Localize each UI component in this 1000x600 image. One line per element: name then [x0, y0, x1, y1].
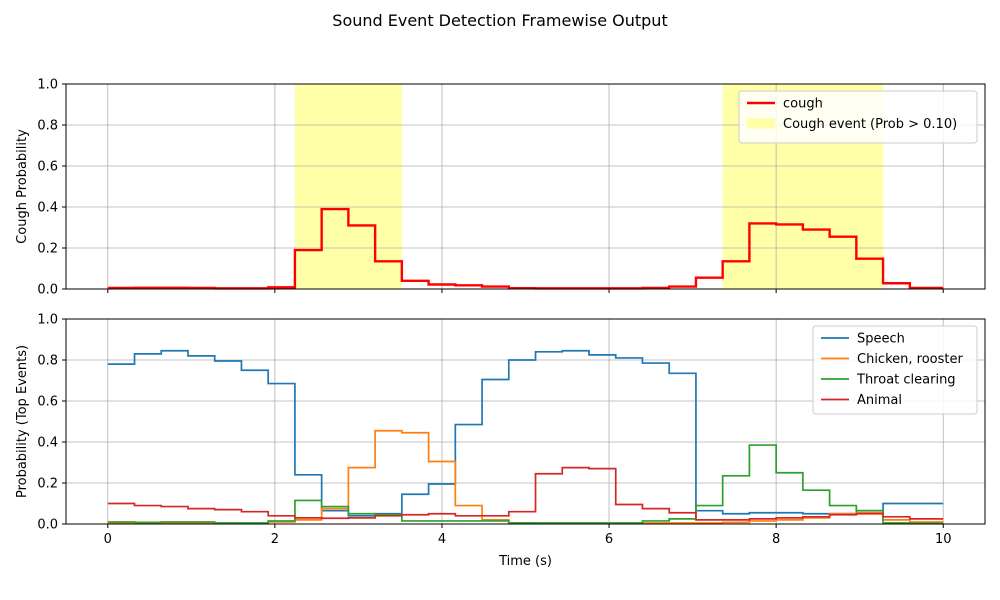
y-tick-label: 0.0	[37, 283, 58, 298]
legend: cough Cough event (Prob > 0.10)	[738, 90, 978, 144]
legend-box	[812, 325, 978, 415]
x-axis-label: Time (s)	[498, 554, 552, 569]
y-tick-label: 0.8	[37, 119, 58, 134]
x-tick-label: 0	[104, 532, 112, 547]
y-axis-label: Cough Probability	[15, 129, 30, 244]
legend: Speech Chicken, rooster Throat clearing Ani…	[812, 325, 978, 415]
y-tick-label: 0.0	[37, 518, 58, 533]
x-tick-label: 2	[271, 532, 279, 547]
axes-frame	[65, 318, 986, 525]
legend-entry: Speech	[857, 332, 905, 347]
axes-frame	[65, 83, 986, 290]
figure-title: Sound Event Detection Framewise Output	[332, 11, 667, 30]
y-tick-label: 0.4	[37, 436, 58, 451]
top-events-panel: 0 2 4 6 8 10 0.0 0.2 0.4 0.6 0.8 1.0 Probability (To…	[15, 313, 986, 569]
cough-event-region-0	[294, 84, 402, 289]
x-tick-label: 8	[772, 532, 780, 547]
series-line-throat-clearing	[107, 444, 944, 525]
y-tick-label: 1.0	[37, 313, 58, 328]
y-tick-label: 0.6	[37, 395, 58, 410]
y-tick-label: 0.4	[37, 201, 58, 216]
series-line-speech	[107, 349, 944, 517]
legend-box	[738, 90, 978, 144]
legend-entry: Chicken, rooster	[857, 352, 963, 367]
y-tick-label: 1.0	[37, 78, 58, 93]
series-line-animal	[107, 466, 944, 521]
y-tick-label: 0.2	[37, 242, 58, 257]
y-tick-label: 0.2	[37, 477, 58, 492]
legend-entry: Throat clearing	[856, 373, 956, 388]
x-tick-label: 6	[605, 532, 613, 547]
series-line-cough	[107, 207, 944, 290]
legend-entry: Cough event (Prob > 0.10)	[783, 117, 957, 132]
y-tick-label: 0.8	[37, 354, 58, 369]
x-tick-label: 10	[935, 532, 952, 547]
y-axis-label: Probability (Top Events)	[15, 345, 30, 498]
x-tick-label: 4	[438, 532, 446, 547]
cough-probability-panel: 0.0 0.2 0.4 0.6 0.8 1.0 Cough Probability cough…	[15, 78, 986, 298]
legend-entry: cough	[783, 97, 823, 112]
y-tick-label: 0.6	[37, 160, 58, 175]
legend-entry: Animal	[857, 393, 902, 408]
legend-swatch-region	[747, 118, 775, 129]
